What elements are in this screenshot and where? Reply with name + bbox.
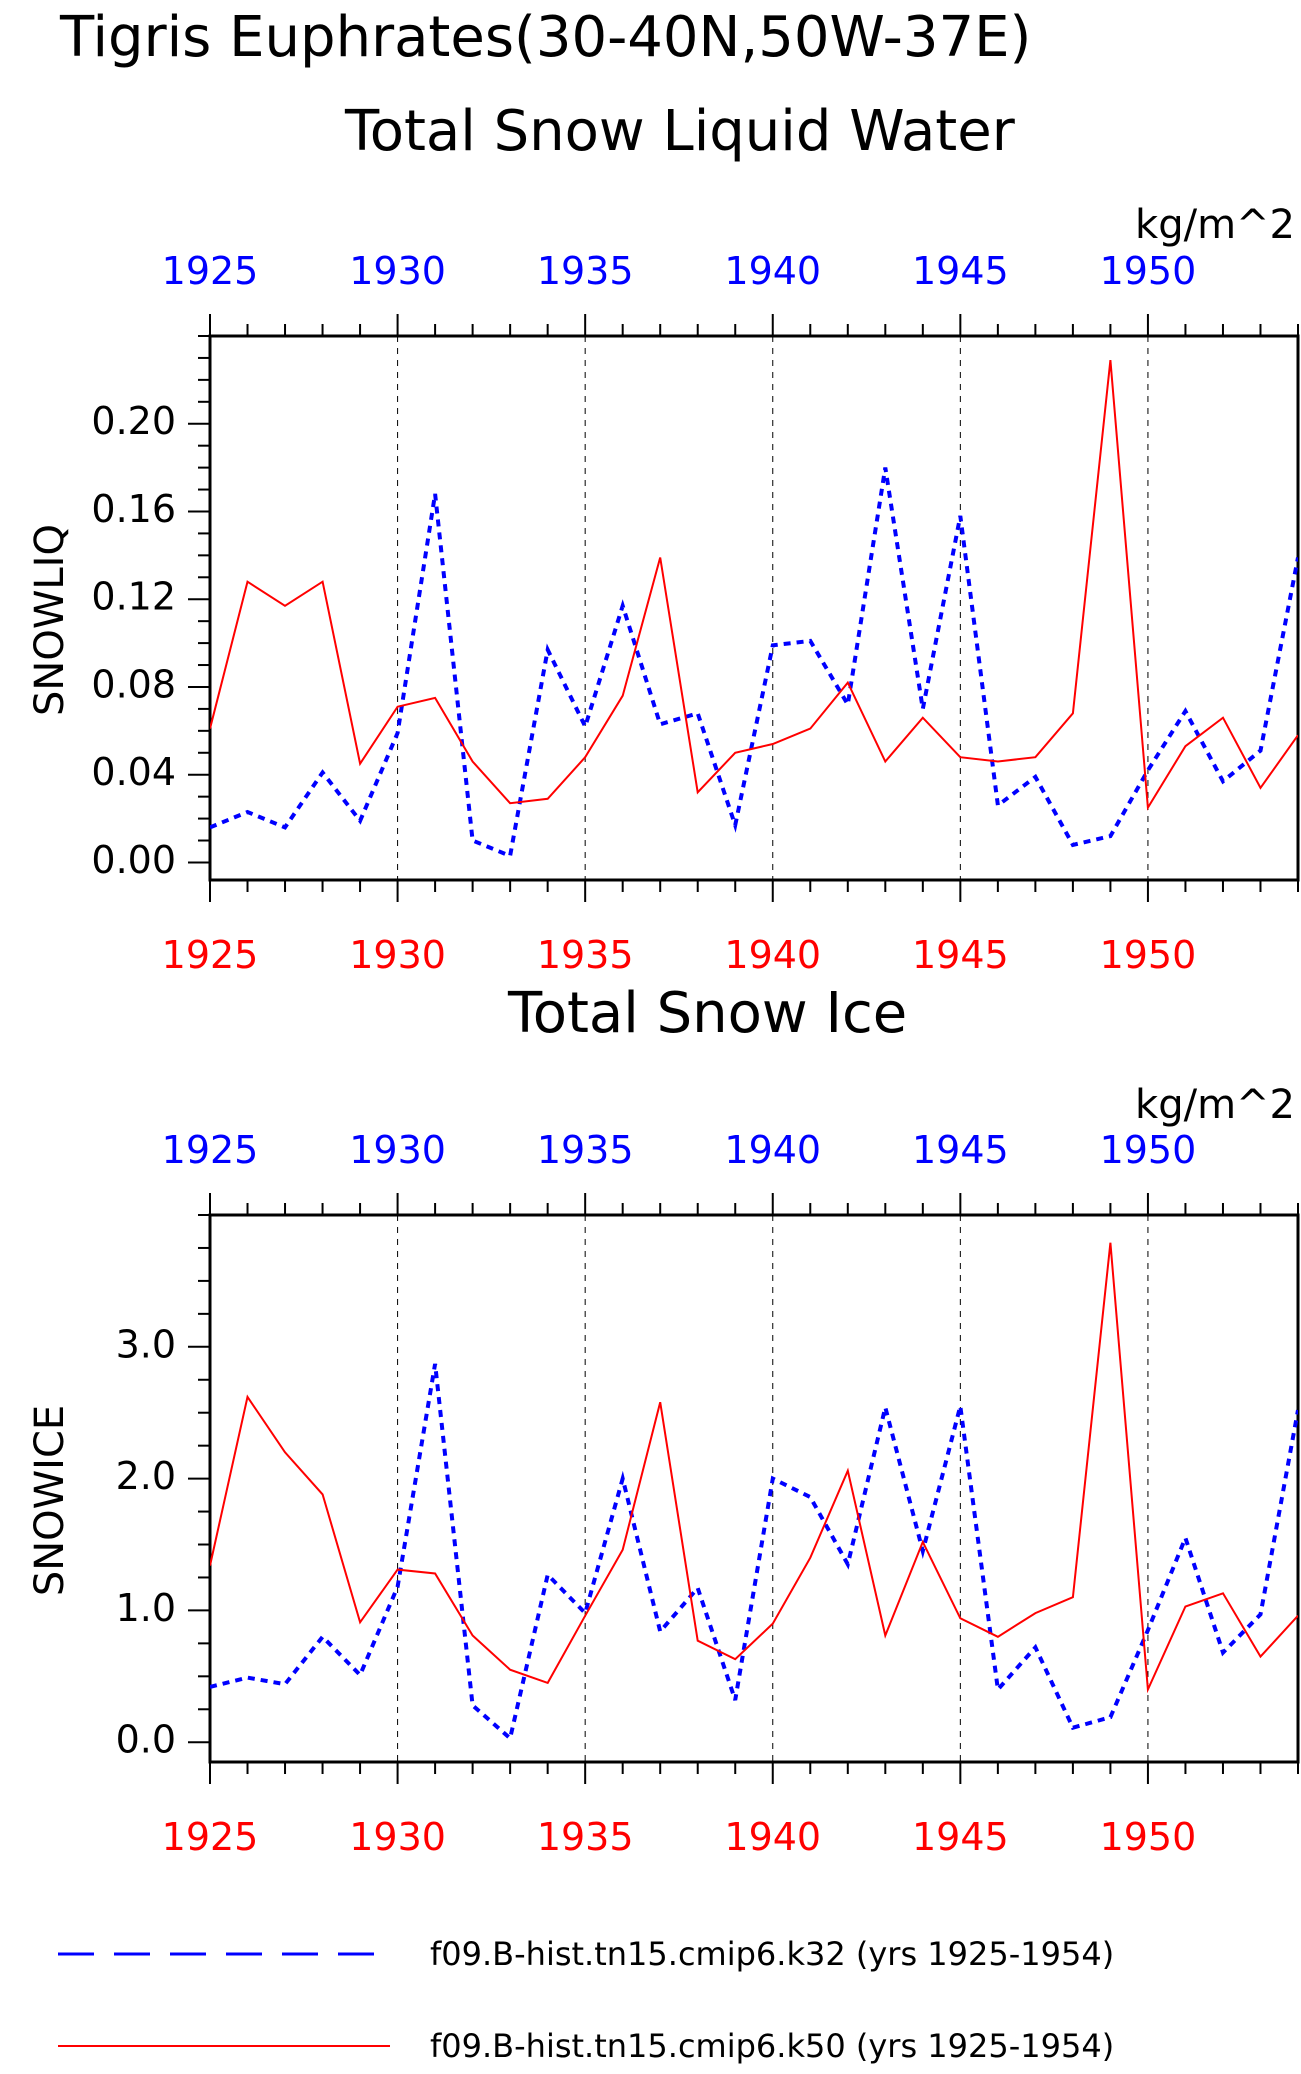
y-axis-label: SNOWICE <box>27 1405 73 1596</box>
y-tick-label: 0.16 <box>91 487 176 531</box>
chart-title: Total Snow Ice <box>507 981 907 1046</box>
x-tick-label-top: 1945 <box>912 1128 1009 1172</box>
x-tick-label-top: 1940 <box>724 1128 821 1172</box>
y-tick-label: 0.04 <box>91 750 176 794</box>
y-tick-label: 0.08 <box>91 662 176 706</box>
x-tick-label-bottom: 1945 <box>912 933 1009 977</box>
x-tick-label-top: 1930 <box>349 1128 446 1172</box>
x-tick-label-bottom: 1945 <box>912 1815 1009 1859</box>
x-tick-label-top: 1925 <box>162 249 259 293</box>
x-tick-label-bottom: 1925 <box>162 1815 259 1859</box>
series-line-k50 <box>210 359 1298 811</box>
plot-frame <box>208 1213 1300 1764</box>
legend: f09.B-hist.tn15.cmip6.k32 (yrs 1925-1954… <box>58 1935 1114 2065</box>
y-axis-label: SNOWLIQ <box>27 524 73 716</box>
x-tick-label-top: 1950 <box>1100 249 1197 293</box>
x-tick-label-bottom: 1940 <box>724 933 821 977</box>
y-tick-label: 0.12 <box>91 575 176 619</box>
y-tick-label: 0.00 <box>91 838 176 882</box>
units-label: kg/m^2 <box>1135 202 1295 248</box>
y-tick-label: 3.0 <box>116 1322 176 1366</box>
legend-label: f09.B-hist.tn15.cmip6.k50 (yrs 1925-1954… <box>430 2027 1114 2065</box>
panels: Total Snow Liquid Water kg/m^2 SNOWLIQ 1925… <box>27 99 1300 1859</box>
x-tick-label-bottom: 1935 <box>537 1815 634 1859</box>
y-tick-label: 0.0 <box>116 1718 176 1762</box>
x-tick-label-top: 1945 <box>912 249 1009 293</box>
figure-title: Tigris Euphrates(30-40N,50W-37E) <box>59 5 1031 70</box>
chart-panel-2: Total Snow Ice kg/m^2 SNOWICE 1925 1925 1930 1… <box>27 981 1300 1859</box>
series-line-k50 <box>210 1242 1298 1694</box>
chart-title: Total Snow Liquid Water <box>344 99 1016 164</box>
y-tick-label: 2.0 <box>116 1454 176 1498</box>
x-tick-label-bottom: 1950 <box>1100 933 1197 977</box>
x-tick-label-bottom: 1925 <box>162 933 259 977</box>
y-tick-label: 0.20 <box>91 399 176 443</box>
y-tick-label: 1.0 <box>116 1586 176 1630</box>
x-tick-label-top: 1935 <box>537 249 634 293</box>
plot-frame <box>208 334 1300 882</box>
series-line-k32 <box>210 467 1298 859</box>
x-tick-label-top: 1940 <box>724 249 821 293</box>
x-tick-label-top: 1935 <box>537 1128 634 1172</box>
x-tick-label-top: 1925 <box>162 1128 259 1172</box>
series-line-k32 <box>210 1363 1298 1743</box>
x-tick-label-top: 1930 <box>349 249 446 293</box>
chart-panel-1: Total Snow Liquid Water kg/m^2 SNOWLIQ 1925… <box>27 99 1300 977</box>
x-tick-label-bottom: 1930 <box>349 933 446 977</box>
x-tick-label-bottom: 1930 <box>349 1815 446 1859</box>
x-tick-label-top: 1950 <box>1100 1128 1197 1172</box>
units-label: kg/m^2 <box>1135 1082 1295 1128</box>
legend-label: f09.B-hist.tn15.cmip6.k32 (yrs 1925-1954… <box>430 1935 1114 1973</box>
x-tick-label-bottom: 1940 <box>724 1815 821 1859</box>
x-tick-label-bottom: 1935 <box>537 933 634 977</box>
x-tick-label-bottom: 1950 <box>1100 1815 1197 1859</box>
